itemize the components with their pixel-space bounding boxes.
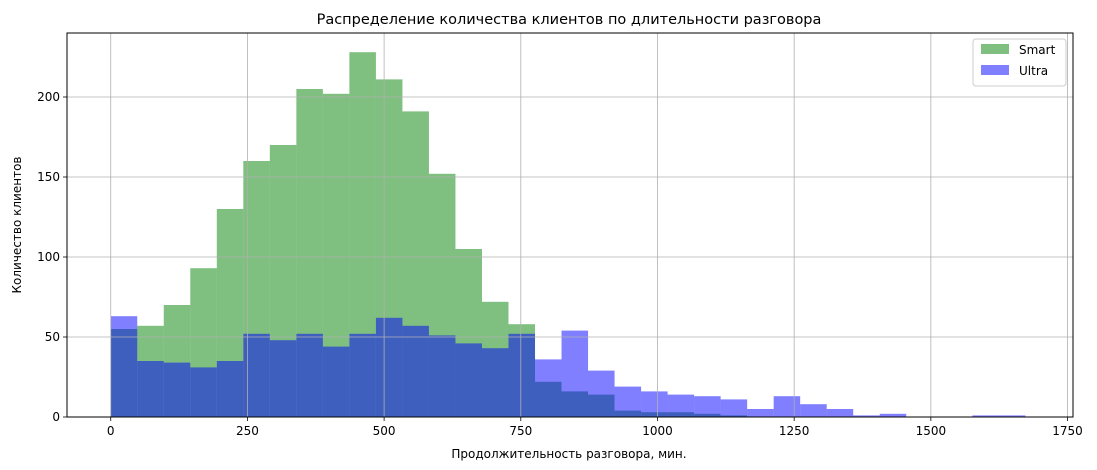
bar-ultra-7 (296, 333, 323, 417)
bar-ultra-0 (110, 316, 138, 417)
bar-ultra-8 (322, 346, 350, 417)
y-tick-label-3: 150 (37, 170, 60, 184)
y-tick-label-4: 200 (37, 90, 60, 104)
bar-ultra-22 (694, 396, 721, 417)
x-tick-label-7: 1750 (1052, 424, 1083, 438)
ticks: 0 250 500 750 1000 1250 1500 1750 0 50 100 150 200 (37, 90, 1083, 438)
x-tick-label-1: 250 (236, 424, 259, 438)
bar-ultra-3 (190, 367, 217, 417)
bar-ultra-19 (614, 386, 642, 417)
bar-ultra-29 (879, 413, 907, 417)
bar-ultra-14 (481, 348, 509, 417)
y-tick-label-0: 0 (52, 410, 60, 424)
legend-swatch-smart (981, 44, 1009, 54)
bar-ultra-25 (773, 396, 801, 417)
legend-label-smart: Smart (1019, 43, 1056, 57)
bar-ultra-18 (588, 370, 615, 417)
bar-ultra-16 (535, 359, 562, 417)
bar-ultra-13 (455, 343, 482, 417)
bar-ultra-4 (216, 361, 244, 417)
plot-frame (66, 32, 1074, 418)
bar-ultra-23 (720, 399, 748, 417)
bar-ultra-6 (269, 340, 297, 417)
bar-ultra-26 (800, 404, 827, 417)
bar-ultra-28 (853, 415, 880, 417)
x-axis-label: Продолжительность разговора, мин. (451, 447, 686, 461)
x-tick-label-4: 1000 (642, 424, 673, 438)
bar-ultra-21 (667, 394, 695, 417)
bars (110, 52, 1026, 418)
y-axis-label: Количество клиентов (10, 157, 24, 294)
bar-ultra-30 (972, 415, 1026, 417)
bar-ultra-24 (747, 409, 774, 417)
bar-ultra-1 (137, 361, 164, 417)
legend-label-ultra: Ultra (1019, 64, 1048, 78)
bar-ultra-20 (641, 391, 668, 417)
legend: Smart Ultra (972, 38, 1067, 87)
bar-ultra-2 (163, 362, 191, 417)
x-tick-label-2: 500 (373, 424, 396, 438)
x-tick-label-0: 0 (107, 424, 115, 438)
bar-ultra-17 (561, 330, 589, 417)
x-tick-label-5: 1250 (779, 424, 810, 438)
legend-swatch-ultra (981, 65, 1009, 75)
y-tick-label-2: 100 (37, 250, 60, 264)
bar-ultra-27 (826, 409, 854, 417)
series-ultra (110, 316, 1026, 417)
x-tick-label-6: 1500 (916, 424, 947, 438)
bar-ultra-15 (508, 333, 536, 417)
chart-title: Распределение количества клиентов по дли… (317, 12, 822, 28)
x-tick-label-3: 750 (509, 424, 532, 438)
bar-ultra-10 (375, 317, 403, 417)
bar-ultra-11 (402, 325, 429, 417)
bar-ultra-12 (428, 335, 456, 417)
y-tick-label-1: 50 (45, 330, 60, 344)
bar-ultra-9 (349, 333, 376, 417)
